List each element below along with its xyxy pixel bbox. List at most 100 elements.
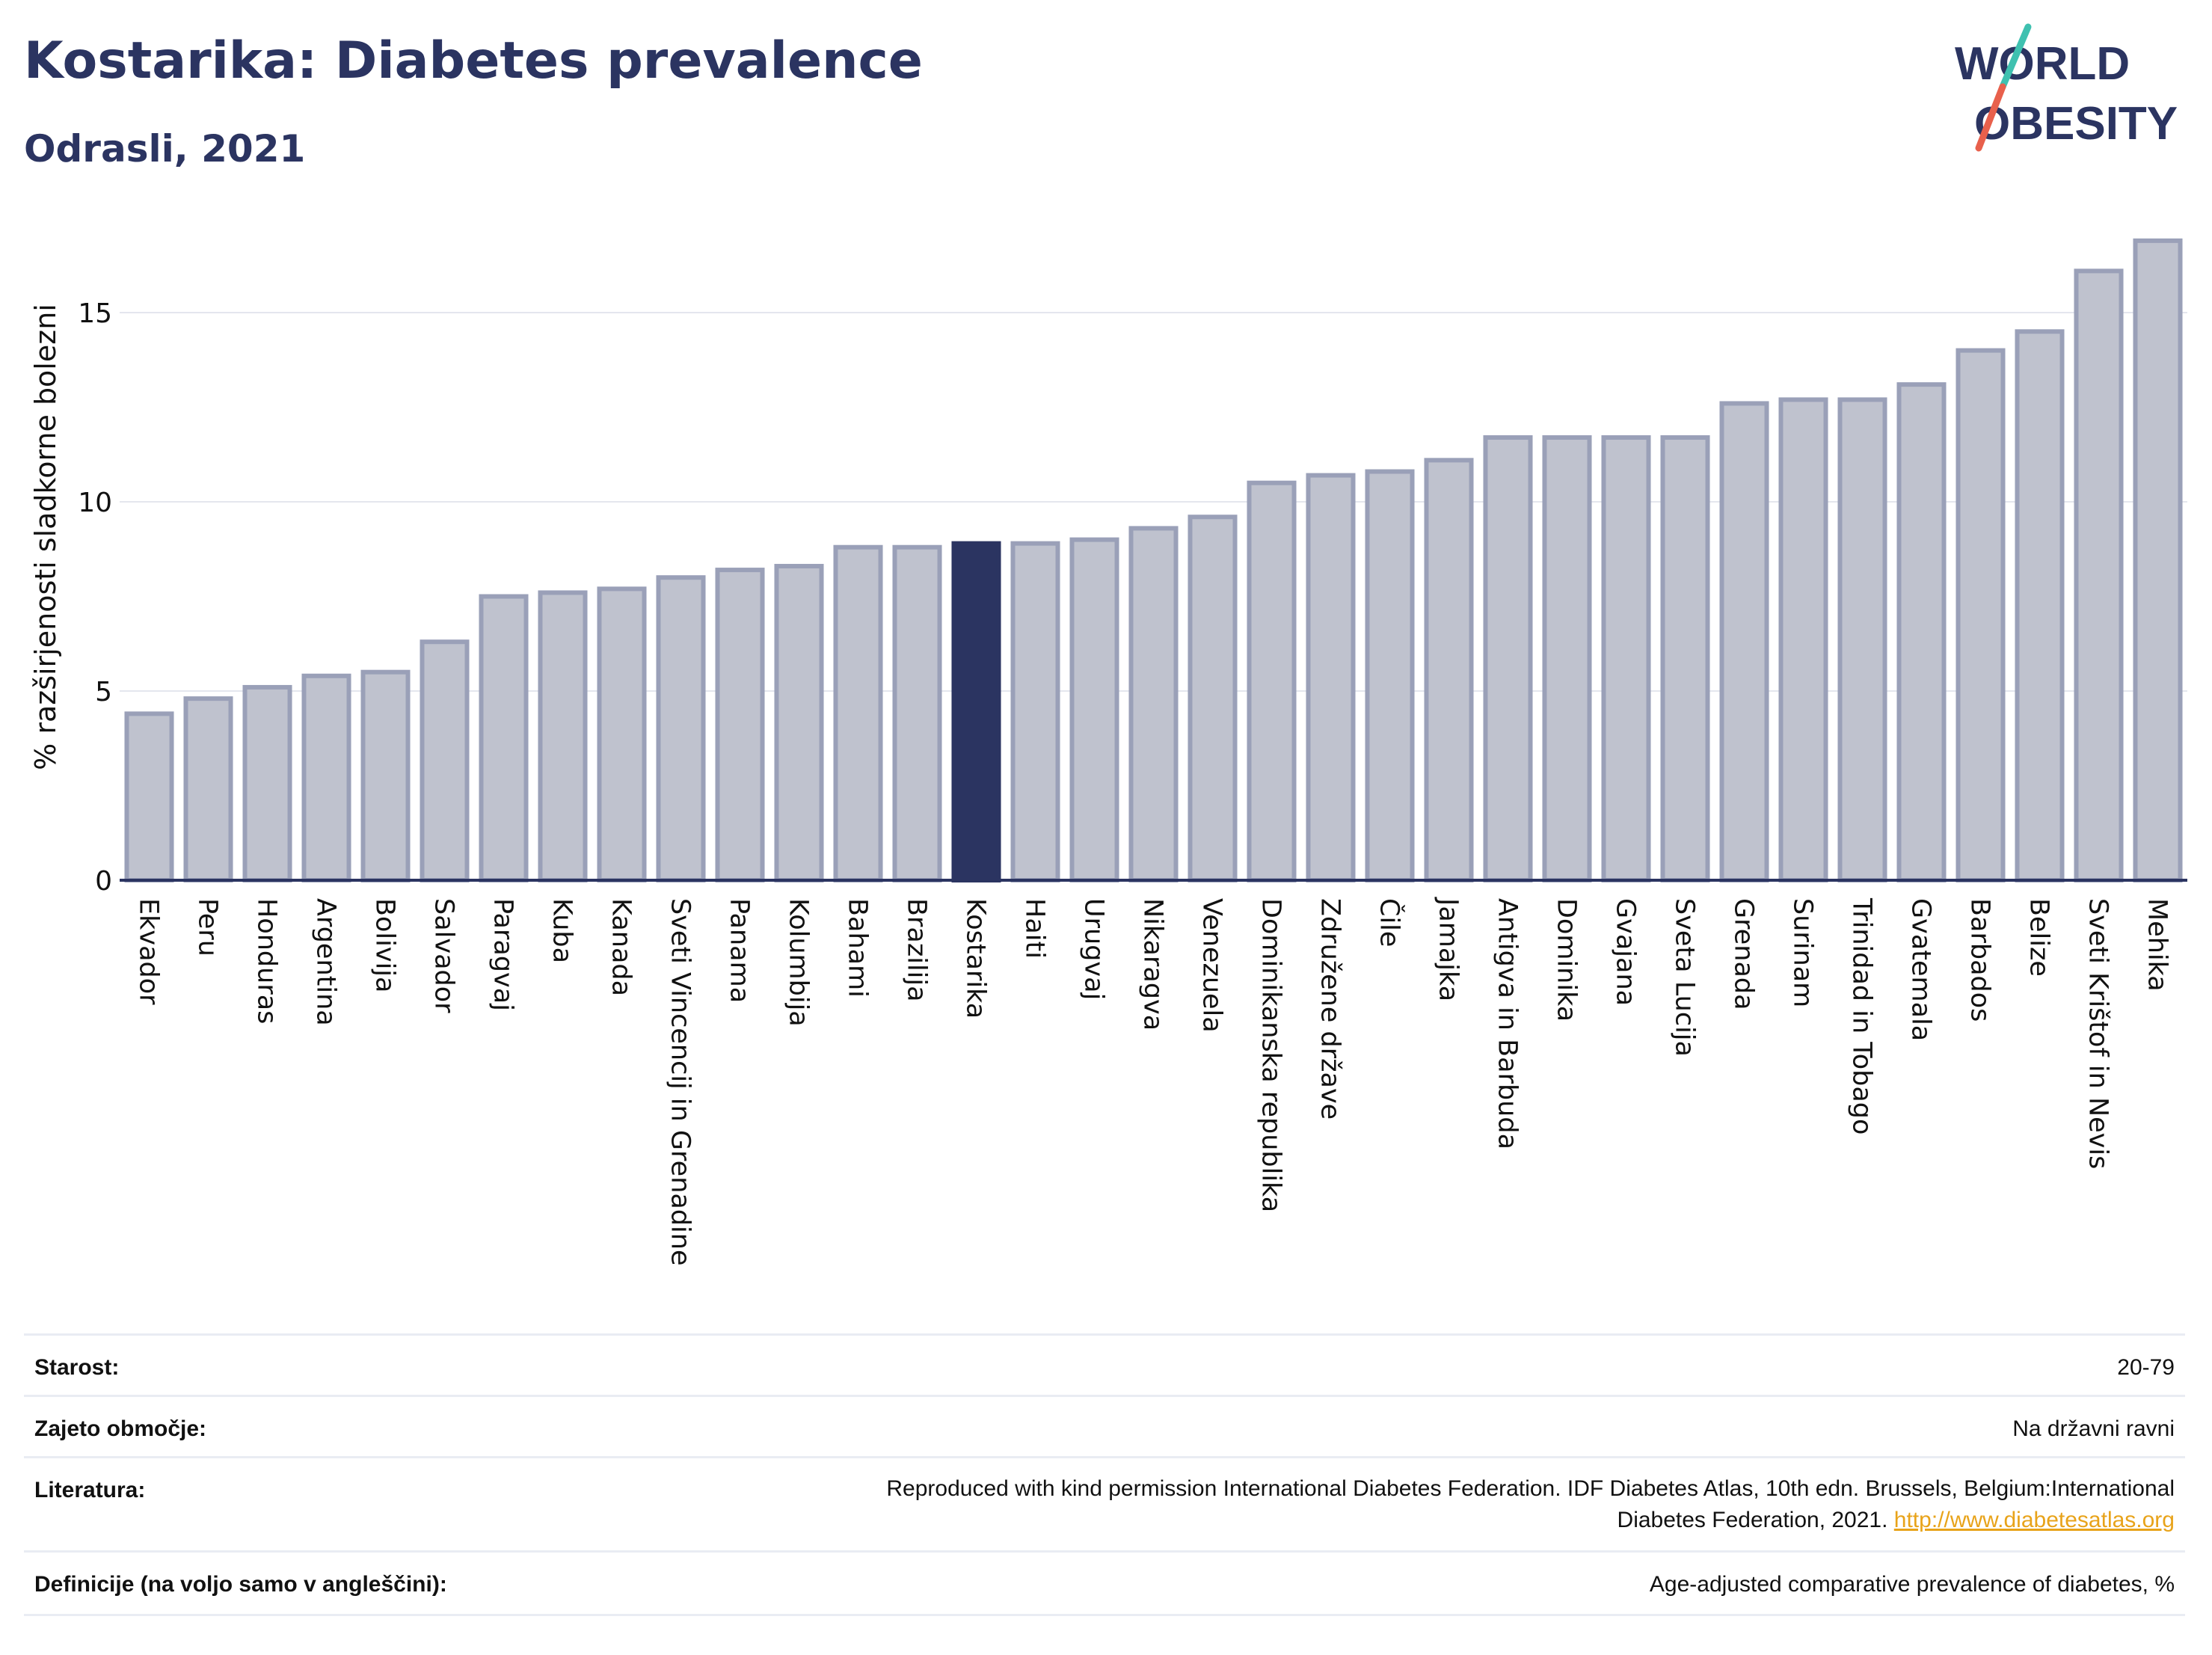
x-tick-label: Jamajka [1434, 897, 1463, 1001]
page-subtitle: Odrasli, 2021 [24, 127, 306, 171]
x-tick-label: Brazilija [902, 898, 932, 1002]
x-tick-label: Sveti Krištof in Nevis [2083, 898, 2113, 1169]
x-tick-label: Grenada [1729, 898, 1759, 1010]
bar-dominika [1542, 435, 1592, 882]
bar-honduras [242, 684, 292, 882]
bar-salvador [420, 639, 470, 882]
bar-paragvaj [479, 594, 529, 882]
bar-antigva-in-barbuda [1483, 435, 1533, 882]
logo-line2: OBESITY [1974, 98, 2178, 150]
x-tick-label: Kostarika [961, 898, 991, 1019]
x-tick-label: Barbados [1965, 898, 1995, 1022]
x-tick-label: Surinam [1788, 898, 1818, 1007]
x-tick-labels: Ekvador Peru Honduras Argentina Bolivija Salv… [134, 897, 2172, 1266]
bar-trinidad-in-tobago [1837, 397, 1887, 882]
bar-argentina [301, 673, 351, 882]
meta-refs-line2-wrap: Diabetes Federation, 2021. http://www.di… [886, 1505, 2175, 1536]
y-tick-label: 5 [95, 677, 112, 707]
x-tick-label: Salvador [429, 898, 459, 1013]
x-tick-label: Bahami [843, 898, 873, 998]
x-tick-label: Nikaragva [1138, 898, 1168, 1031]
x-tick-label: Bolivija [370, 898, 400, 992]
bar-kuba [538, 590, 588, 882]
x-tick-label: Honduras [252, 898, 282, 1024]
meta-age-value: 20-79 [2117, 1355, 2175, 1380]
bar-gvatemala [1896, 382, 1947, 882]
bar-urugvaj [1069, 537, 1119, 882]
x-tick-label: Kanada [606, 898, 636, 996]
logo-slash-red [1975, 83, 2006, 152]
x-tick-label: Kuba [547, 898, 577, 963]
meta-row-definitions: Definicije (na voljo samo v angleščini):… [24, 1550, 2185, 1616]
meta-defs-value: Age-adjusted comparative prevalence of d… [1649, 1572, 2175, 1597]
x-tick-label: Ekvador [134, 898, 164, 1005]
x-tick-label: Haiti [1020, 898, 1050, 959]
bar-barbados [1956, 348, 2006, 883]
x-tick-label: Urugvaj [1079, 898, 1109, 1000]
meta-coverage-value: Na državni ravni [2012, 1416, 2175, 1441]
meta-row-age: Starost: 20-79 [24, 1333, 2185, 1397]
page-title: Kostarika: Diabetes prevalence [24, 31, 923, 90]
bar-čile [1365, 469, 1415, 882]
bar-sveta-lucija [1660, 435, 1710, 882]
x-tick-label: Dominikanska republika [1256, 898, 1286, 1212]
bar-združene-države [1306, 473, 1356, 882]
x-tick-label: Gvatemala [1906, 898, 1936, 1041]
x-tick-label: Antigva in Barbuda [1493, 898, 1523, 1149]
bar-jamajka [1424, 458, 1474, 882]
bar-kolumbija [774, 564, 824, 883]
logo-slash-teal [1999, 23, 2032, 90]
y-tick-label: 10 [78, 488, 112, 518]
bar-kanada [597, 586, 647, 882]
bar-brazilija [892, 544, 942, 882]
logo-line1: WORLD [1955, 38, 2130, 90]
bar-haiti [1010, 541, 1060, 882]
x-tick-label: Venezuela [1197, 898, 1227, 1033]
bar-bolivija [360, 669, 411, 882]
bar-sveti-krištof-in-nevis [2074, 268, 2124, 882]
meta-refs-line2: Diabetes Federation, 2021. [1617, 1508, 1894, 1532]
bar-peru [183, 696, 233, 882]
x-tick-label: Dominika [1552, 898, 1582, 1022]
x-tick-label: Sveti Vincencij in Grenadine [666, 898, 695, 1266]
meta-refs-line1: Reproduced with kind permission Internat… [886, 1476, 2175, 1501]
meta-refs-label: Literatura: [34, 1478, 146, 1502]
meta-age-label: Starost: [34, 1355, 120, 1380]
x-tick-label: Sveta Lucija [1670, 898, 1700, 1057]
bar-nikaragva [1128, 526, 1179, 882]
x-tick-label: Trinidad in Tobago [1847, 897, 1877, 1134]
x-tick-label: Gvajana [1611, 898, 1641, 1006]
meta-row-references: Literatura: Reproduced with kind permiss… [24, 1456, 2185, 1553]
x-tick-label: Panama [725, 898, 755, 1003]
bar-surinam [1778, 397, 1828, 882]
x-tick-label: Mehika [2142, 898, 2172, 992]
x-tick-label: Argentina [311, 898, 341, 1026]
bar-mehika [2133, 238, 2183, 882]
bar-belize [2015, 329, 2065, 882]
x-tick-label: Združene države [1315, 898, 1345, 1120]
x-tick-label: Peru [193, 898, 223, 957]
bar-ekvador [124, 711, 174, 882]
y-axis-label: % razširjenosti sladkorne bolezni [29, 304, 62, 770]
x-tick-label: Belize [2024, 898, 2054, 977]
meta-refs-value: Reproduced with kind permission Internat… [886, 1473, 2175, 1536]
meta-row-coverage: Zajeto območje: Na državni ravni [24, 1395, 2185, 1458]
bar-panama [715, 568, 765, 883]
bar-dominikanska-republika [1247, 480, 1297, 882]
x-tick-label: Čile [1374, 898, 1406, 947]
diabetes-atlas-link[interactable]: http://www.diabetesatlas.org [1893, 1508, 2175, 1532]
bar-sveti-vincencij-in-grenadine [656, 575, 706, 882]
bars [124, 238, 2183, 883]
y-tick-label: 15 [78, 298, 112, 329]
y-tick-label: 0 [95, 866, 112, 897]
x-tick-label: Paragvaj [488, 898, 518, 1011]
bar-gvajana [1601, 435, 1651, 882]
meta-defs-label: Definicije (na voljo samo v angleščini): [34, 1572, 447, 1597]
bar-chart: 0 5 10 15 Ekvador Peru Honduras Argentina Boliv… [29, 238, 2187, 1266]
meta-coverage-label: Zajeto območje: [34, 1416, 207, 1441]
y-tick-labels: 0 5 10 15 [78, 298, 112, 897]
bar-kostarika [951, 541, 1001, 882]
bar-venezuela [1188, 515, 1238, 882]
world-obesity-logo: WORLD OBESITY [1955, 23, 2178, 152]
bar-grenada [1719, 401, 1769, 882]
